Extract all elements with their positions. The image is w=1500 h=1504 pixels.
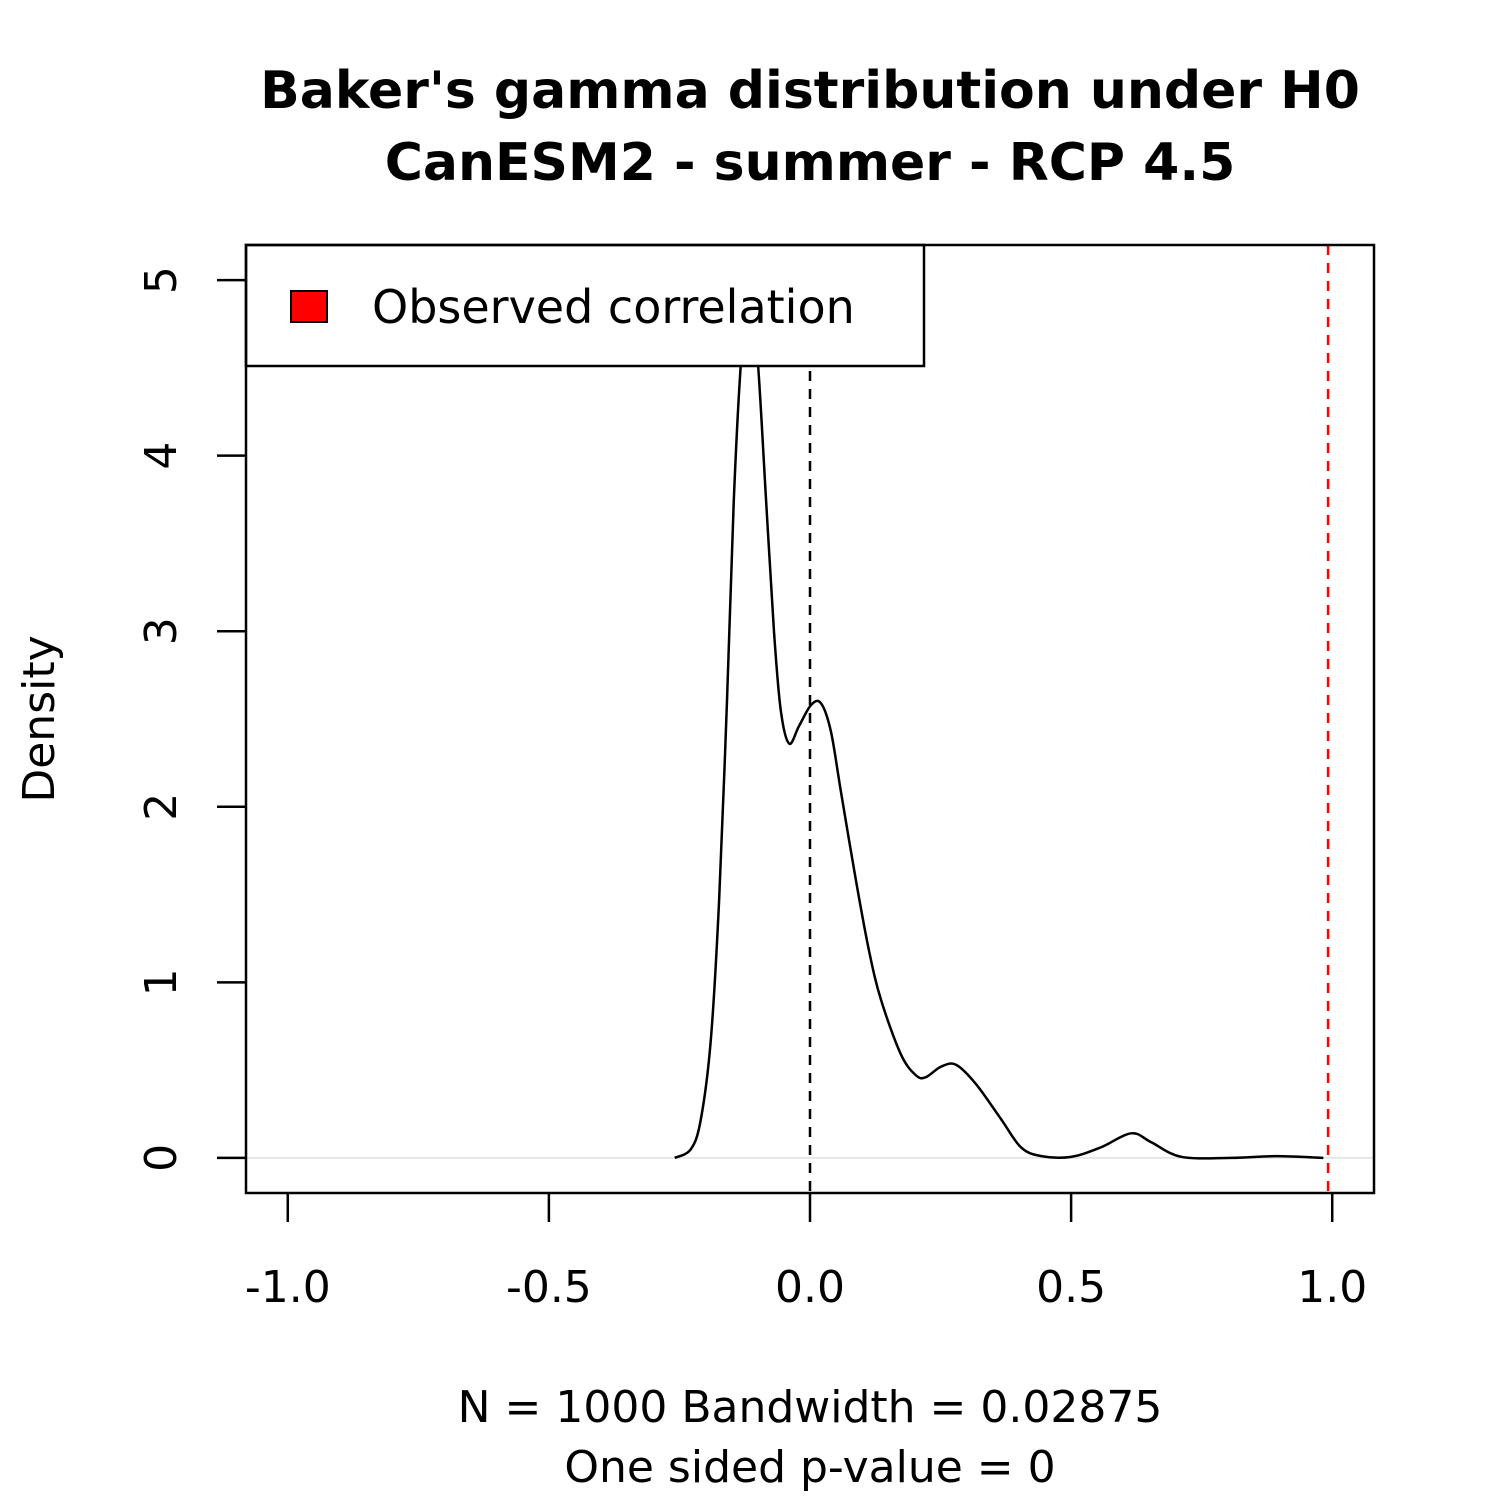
y-tick-label: 5 <box>136 266 187 294</box>
y-tick-label: 1 <box>136 968 187 996</box>
density-line <box>674 278 1324 1160</box>
x-axis-label: One sided p-value = 0 <box>564 1442 1055 1493</box>
x-axis-label: N = 1000 Bandwidth = 0.02875 <box>458 1382 1163 1433</box>
y-axis-label: Density <box>14 635 65 802</box>
legend-box <box>244 243 926 368</box>
overlay: Observed correlation <box>244 243 926 368</box>
chart-title: Baker's gamma distribution under H0 <box>260 61 1360 121</box>
legend-swatch <box>290 290 328 323</box>
plot-area <box>246 245 1374 1193</box>
x-tick-label: 1.0 <box>1297 1262 1367 1313</box>
y-tick-label: 4 <box>136 442 187 470</box>
y-tick-label: 2 <box>136 793 187 821</box>
x-tick-label: -0.5 <box>506 1262 592 1313</box>
x-tick-label: 0.5 <box>1036 1262 1106 1313</box>
x-tick-label: -1.0 <box>245 1262 331 1313</box>
x-tick-label: 0.0 <box>775 1262 845 1313</box>
y-tick-label: 0 <box>136 1144 187 1172</box>
y-tick-label: 3 <box>136 617 187 645</box>
chart-subtitle: CanESM2 - summer - RCP 4.5 <box>385 133 1236 193</box>
legend-label: Observed correlation <box>372 280 855 334</box>
